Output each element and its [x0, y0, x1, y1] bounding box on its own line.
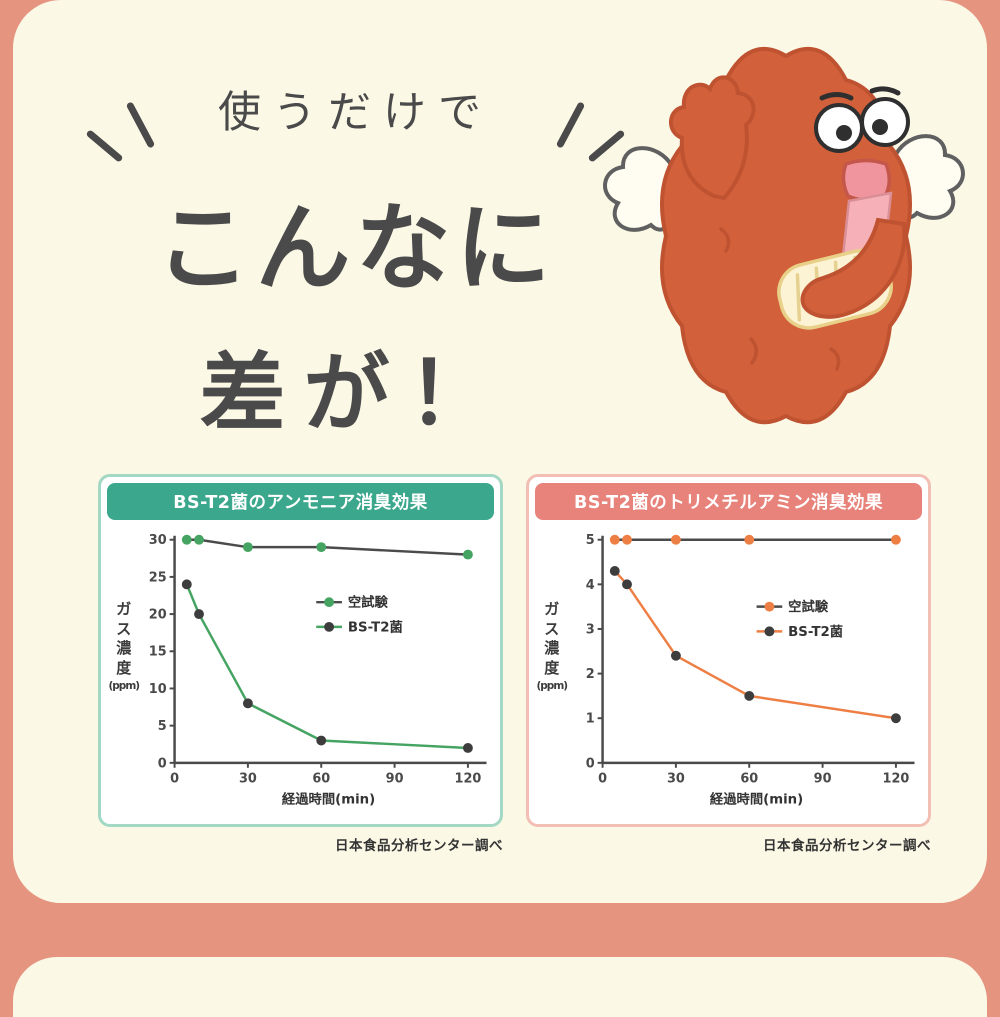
source-note: 日本食品分析センター調べ [335, 838, 503, 854]
svg-text:90: 90 [813, 772, 831, 787]
svg-text:30: 30 [667, 772, 685, 787]
svg-text:2: 2 [585, 667, 594, 682]
svg-text:5: 5 [585, 533, 594, 548]
mascot-face [814, 86, 910, 202]
svg-text:30: 30 [148, 533, 166, 548]
svg-text:25: 25 [148, 570, 166, 585]
headline-line-3: 差が！ [199, 344, 512, 444]
ammonia-chart-plot: 0 5 10 15 20 25 30 0 30 60 90 120 経過時間(min) 空試験 BS-T2菌 [148, 533, 487, 807]
trimethylamine-chart-body: ガス濃度 (ppm) 0 1 2 3 4 5 0 30 60 90 120 経過時間(min) 空試験 BS… [535, 524, 922, 822]
main-card: 使うだけで こんなに 差が！ [13, 0, 987, 903]
svg-text:4: 4 [585, 578, 594, 593]
trimethylamine-chart-card: BS-T2菌のトリメチルアミン消臭効果 ガス濃度 (ppm) 0 1 2 3 4 5 0 30 6… [526, 474, 931, 827]
svg-text:120: 120 [882, 772, 909, 787]
svg-text:経過時間(min): 経過時間(min) [281, 790, 374, 807]
mascot-illustration [603, 46, 965, 425]
svg-text:経過時間(min): 経過時間(min) [709, 790, 802, 807]
svg-text:15: 15 [148, 645, 166, 660]
trimethylamine-chart-plot: 0 1 2 3 4 5 0 30 60 90 120 経過時間(min) 空試験 BS-T2菌 [585, 533, 915, 807]
svg-text:60: 60 [312, 772, 330, 787]
svg-text:90: 90 [385, 772, 403, 787]
svg-text:30: 30 [239, 772, 257, 787]
svg-text:60: 60 [740, 772, 758, 787]
y-axis-label: ガス濃度 (ppm) [108, 600, 140, 693]
svg-text:BS-T2菌: BS-T2菌 [788, 623, 843, 640]
svg-text:0: 0 [598, 772, 607, 787]
svg-text:0: 0 [157, 756, 166, 771]
svg-text:0: 0 [585, 756, 594, 771]
svg-text:120: 120 [454, 772, 481, 787]
ammonia-chart-card: BS-T2菌のアンモニア消臭効果 ガス濃度 (ppm) 0 5 10 15 20 25 30 0… [98, 474, 503, 827]
next-section-card [13, 957, 987, 1017]
headline-line-2: こんなに [155, 194, 556, 304]
trimethylamine-chart: BS-T2菌のトリメチルアミン消臭効果 ガス濃度 (ppm) 0 1 2 3 4 5 0 30 6… [526, 474, 931, 854]
svg-text:0: 0 [170, 772, 179, 787]
svg-text:5: 5 [157, 719, 166, 734]
mascot-wing-left-icon [603, 146, 676, 232]
source-note: 日本食品分析センター調べ [763, 838, 931, 854]
svg-text:1: 1 [585, 712, 594, 727]
svg-text:BS-T2菌: BS-T2菌 [347, 618, 402, 635]
mascot-arm-holding [800, 217, 907, 319]
trimethylamine-chart-title: BS-T2菌のトリメチルアミン消臭効果 [535, 483, 922, 520]
headline-line-1: 使うだけで [218, 88, 493, 138]
charts-row: BS-T2菌のアンモニア消臭効果 ガス濃度 (ppm) 0 5 10 15 20 25 30 0… [98, 474, 931, 854]
headline: 使うだけで こんなに 差が！ [83, 78, 628, 448]
ammonia-chart-body: ガス濃度 (ppm) 0 5 10 15 20 25 30 0 30 60 90 120 経過時間(min… [107, 524, 494, 822]
svg-text:空試験: 空試験 [347, 594, 388, 611]
mascot-arm-raised [669, 75, 756, 201]
svg-text:空試験: 空試験 [788, 598, 829, 615]
svg-text:3: 3 [585, 622, 594, 637]
ammonia-chart-title: BS-T2菌のアンモニア消臭効果 [107, 483, 494, 520]
svg-text:20: 20 [148, 608, 166, 623]
y-axis-label: ガス濃度 (ppm) [536, 600, 568, 693]
svg-text:10: 10 [148, 682, 166, 697]
ammonia-chart: BS-T2菌のアンモニア消臭効果 ガス濃度 (ppm) 0 5 10 15 20 25 30 0… [98, 474, 503, 854]
